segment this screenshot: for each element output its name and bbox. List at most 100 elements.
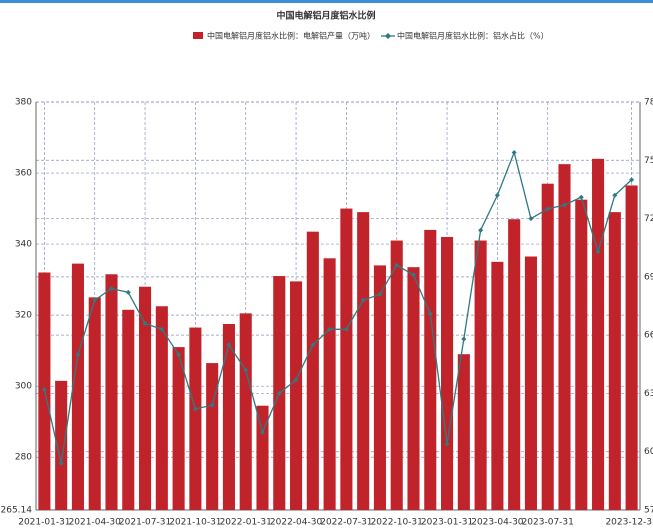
line-marker bbox=[528, 216, 534, 222]
y2-tick-label: 75 bbox=[644, 156, 653, 166]
y-tick-label: 360 bbox=[15, 169, 32, 179]
chart-title: 中国电解铝月度铝水比例 bbox=[276, 10, 375, 22]
line-marker bbox=[226, 342, 232, 348]
bar bbox=[222, 324, 235, 510]
line bbox=[43, 150, 633, 464]
y-tick-label: 380 bbox=[15, 98, 32, 108]
line-marker bbox=[377, 291, 383, 297]
line-marker bbox=[578, 194, 584, 200]
y2-tick-label: 78 bbox=[644, 98, 653, 108]
x-tick-label: 2022-10-31 bbox=[371, 518, 423, 528]
y2-tick-label: 63 bbox=[644, 389, 653, 399]
bar bbox=[239, 313, 252, 510]
line-marker bbox=[109, 286, 114, 292]
y2-tick-label: 69 bbox=[644, 272, 653, 282]
line-marker bbox=[595, 249, 601, 255]
bar bbox=[558, 164, 571, 510]
bar bbox=[88, 297, 101, 510]
bar bbox=[323, 258, 336, 510]
bar bbox=[508, 219, 521, 511]
bar bbox=[306, 231, 319, 510]
line-marker bbox=[142, 320, 148, 326]
line-marker bbox=[327, 326, 333, 332]
line-marker bbox=[612, 192, 618, 198]
x-tick-label: 2023-12-31 bbox=[605, 518, 653, 528]
x-tick-label: 2023-04-30 bbox=[471, 518, 524, 528]
line-marker bbox=[478, 227, 484, 233]
bar bbox=[407, 267, 420, 510]
bar bbox=[206, 363, 219, 510]
x-tick-label: 2023-07-31 bbox=[522, 518, 574, 528]
line-marker bbox=[75, 352, 81, 358]
line-marker bbox=[343, 326, 349, 332]
legend-swatch bbox=[193, 32, 203, 39]
x-tick-label: 2022-01-31 bbox=[220, 518, 272, 528]
line-marker bbox=[562, 202, 567, 208]
line-marker bbox=[58, 460, 64, 466]
x-tick-label: 2022-07-31 bbox=[320, 518, 372, 528]
line-marker bbox=[293, 377, 299, 383]
bar bbox=[340, 208, 353, 510]
bar bbox=[491, 261, 504, 510]
line-marker bbox=[310, 342, 316, 348]
x-tick-label: 2021-07-31 bbox=[119, 518, 171, 528]
line-marker bbox=[427, 311, 433, 317]
line-marker bbox=[444, 441, 450, 447]
x-tick-label: 2021-01-31 bbox=[18, 518, 70, 528]
line-marker bbox=[511, 150, 517, 156]
line-marker bbox=[92, 297, 98, 303]
line-marker bbox=[176, 352, 182, 358]
x-tick-label: 2023-01-31 bbox=[421, 518, 473, 528]
bar bbox=[122, 309, 135, 510]
line-marker bbox=[209, 402, 215, 408]
bar bbox=[575, 199, 588, 510]
line-marker bbox=[545, 206, 551, 212]
x-tick-label: 2022-04-30 bbox=[270, 518, 323, 528]
bar bbox=[256, 405, 269, 510]
y2-tick-label: 72 bbox=[644, 214, 653, 224]
legend-swatch bbox=[385, 33, 391, 39]
y-tick-label: 280 bbox=[15, 453, 32, 463]
bar bbox=[608, 212, 621, 510]
line-marker bbox=[394, 262, 400, 268]
bar bbox=[424, 229, 437, 510]
bar bbox=[524, 256, 537, 510]
y2-tick-label: 66 bbox=[644, 331, 653, 341]
y-tick-label: 300 bbox=[15, 382, 32, 392]
legend-label: 中国电解铝月度铝水比例：铝水占比（%） bbox=[397, 31, 549, 41]
line-marker bbox=[461, 336, 467, 342]
bar bbox=[55, 380, 68, 510]
x-tick-label: 2021-04-30 bbox=[69, 518, 122, 528]
bar bbox=[390, 240, 403, 510]
y-tick-label: 340 bbox=[15, 240, 32, 250]
bar bbox=[373, 265, 386, 510]
line-marker bbox=[41, 387, 47, 393]
bar bbox=[172, 347, 185, 510]
bar bbox=[474, 240, 487, 510]
line-marker bbox=[192, 406, 198, 412]
x-tick-label: 2021-10-31 bbox=[169, 518, 221, 528]
line-marker bbox=[494, 192, 500, 198]
bar bbox=[541, 183, 554, 510]
y-tick-label: 265.14 bbox=[1, 506, 33, 516]
bar bbox=[290, 281, 303, 510]
bar bbox=[189, 327, 202, 510]
bar bbox=[625, 185, 638, 511]
y2-tick-label: 57 bbox=[644, 506, 653, 516]
bar bbox=[357, 212, 370, 510]
bar bbox=[457, 354, 470, 510]
bar bbox=[105, 274, 118, 510]
bar bbox=[592, 158, 605, 510]
line-marker bbox=[159, 326, 165, 332]
line-marker bbox=[360, 297, 366, 303]
line-marker bbox=[125, 289, 131, 295]
bar bbox=[441, 236, 454, 510]
y2-tick-label: 60 bbox=[644, 447, 653, 457]
line-marker bbox=[276, 390, 282, 396]
top-border bbox=[0, 0, 653, 3]
y-tick-label: 320 bbox=[15, 311, 32, 321]
line-marker bbox=[629, 177, 635, 183]
bar bbox=[71, 263, 84, 510]
line-marker bbox=[260, 429, 265, 435]
